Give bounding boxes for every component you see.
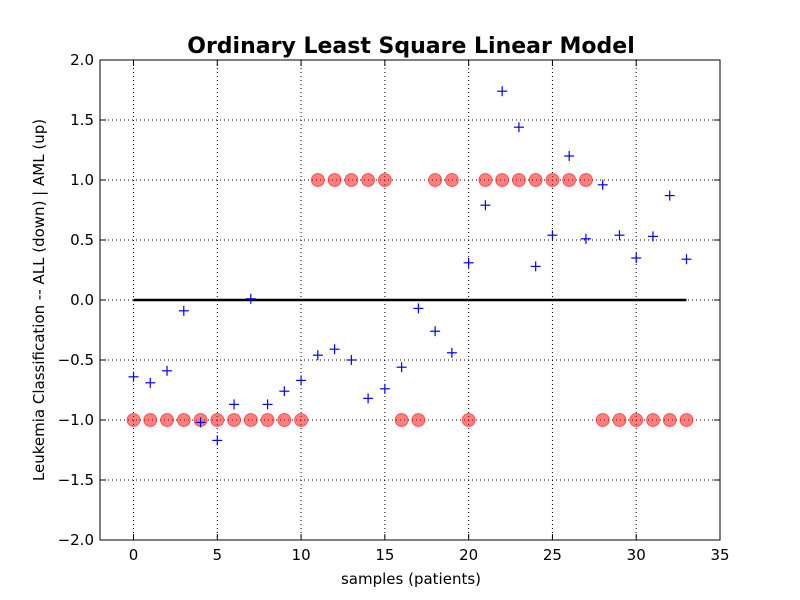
prediction-point xyxy=(446,347,457,358)
x-axis-label: samples (patients) xyxy=(341,570,481,588)
prediction-point xyxy=(363,393,374,404)
target-point xyxy=(377,173,392,187)
target-point xyxy=(645,413,660,427)
target-point xyxy=(160,413,175,427)
target-point xyxy=(361,173,376,187)
y-tick-label: 0.0 xyxy=(70,291,94,309)
prediction-point xyxy=(597,179,608,190)
target-point xyxy=(495,173,510,187)
target-point xyxy=(243,413,258,427)
y-tick-label: −0.5 xyxy=(58,351,94,369)
prediction-point xyxy=(245,293,256,304)
y-tick-label: −2.0 xyxy=(58,531,94,549)
prediction-point xyxy=(513,122,524,133)
prediction-point xyxy=(178,305,189,316)
target-point xyxy=(394,413,409,427)
y-tick-label: 2.0 xyxy=(70,51,94,69)
target-point xyxy=(176,413,191,427)
y-tick-label: 0.5 xyxy=(70,231,94,249)
prediction-point xyxy=(145,377,156,388)
prediction-point xyxy=(128,371,139,382)
prediction-point xyxy=(162,365,173,376)
prediction-point xyxy=(614,230,625,241)
prediction-point xyxy=(647,231,658,242)
prediction-point xyxy=(195,417,206,428)
target-point xyxy=(428,173,443,187)
x-tick-label: 15 xyxy=(375,546,394,564)
prediction-point xyxy=(664,190,675,201)
x-tick-label: 30 xyxy=(627,546,646,564)
prediction-point xyxy=(413,303,424,314)
prediction-point xyxy=(296,375,307,386)
target-point xyxy=(679,413,694,427)
target-point xyxy=(578,173,593,187)
chart-title: Ordinary Least Square Linear Model xyxy=(187,34,635,59)
target-point xyxy=(210,413,225,427)
target-point xyxy=(227,413,242,427)
prediction-point xyxy=(379,383,390,394)
y-tick-label: 1.0 xyxy=(70,171,94,189)
target-point xyxy=(294,413,309,427)
prediction-point xyxy=(430,326,441,337)
target-point xyxy=(595,413,610,427)
series-group xyxy=(126,86,694,446)
target-point xyxy=(612,413,627,427)
y-tick-label: 1.5 xyxy=(70,111,94,129)
target-point xyxy=(461,413,476,427)
target-point xyxy=(143,413,158,427)
target-point xyxy=(344,173,359,187)
target-point xyxy=(411,413,426,427)
prediction-point xyxy=(547,230,558,241)
target-point xyxy=(545,173,560,187)
x-tick-label: 5 xyxy=(213,546,223,564)
prediction-point xyxy=(463,257,474,268)
prediction-point xyxy=(279,386,290,397)
target-point xyxy=(126,413,141,427)
y-tick-label: −1.5 xyxy=(58,471,94,489)
target-point xyxy=(629,413,644,427)
target-point xyxy=(528,173,543,187)
y-tick-label: −1.0 xyxy=(58,411,94,429)
target-point xyxy=(310,173,325,187)
target-point xyxy=(662,413,677,427)
prediction-point xyxy=(631,253,642,263)
prediction-point xyxy=(497,86,508,97)
prediction-point xyxy=(564,151,575,161)
prediction-point xyxy=(580,233,591,244)
prediction-point xyxy=(681,254,692,265)
target-point xyxy=(260,413,275,427)
prediction-point xyxy=(312,350,323,361)
target-point xyxy=(511,173,526,187)
prediction-point xyxy=(346,355,357,365)
x-tick-label: 25 xyxy=(543,546,562,564)
prediction-point xyxy=(530,261,541,272)
prediction-point xyxy=(480,200,491,211)
x-tick-label: 35 xyxy=(710,546,729,564)
target-point xyxy=(444,173,459,187)
prediction-point xyxy=(262,399,273,410)
prediction-point xyxy=(212,435,223,446)
prediction-point xyxy=(229,399,240,410)
x-tick-label: 0 xyxy=(129,546,139,564)
target-point xyxy=(562,173,577,187)
prediction-point xyxy=(329,344,340,355)
target-point xyxy=(478,173,493,187)
target-point xyxy=(277,413,292,427)
prediction-point xyxy=(396,362,407,373)
axes: 0 5 10 15 20 25 30 35 −2.0 −1.5 −1.0 −0.5 0.0 0.5 1.0 1… xyxy=(58,51,730,564)
x-tick-label: 10 xyxy=(292,546,311,564)
y-axis-label: Leukemia Classification -- ALL (down) | … xyxy=(30,119,48,481)
target-point xyxy=(327,173,342,187)
x-tick-label: 20 xyxy=(459,546,478,564)
